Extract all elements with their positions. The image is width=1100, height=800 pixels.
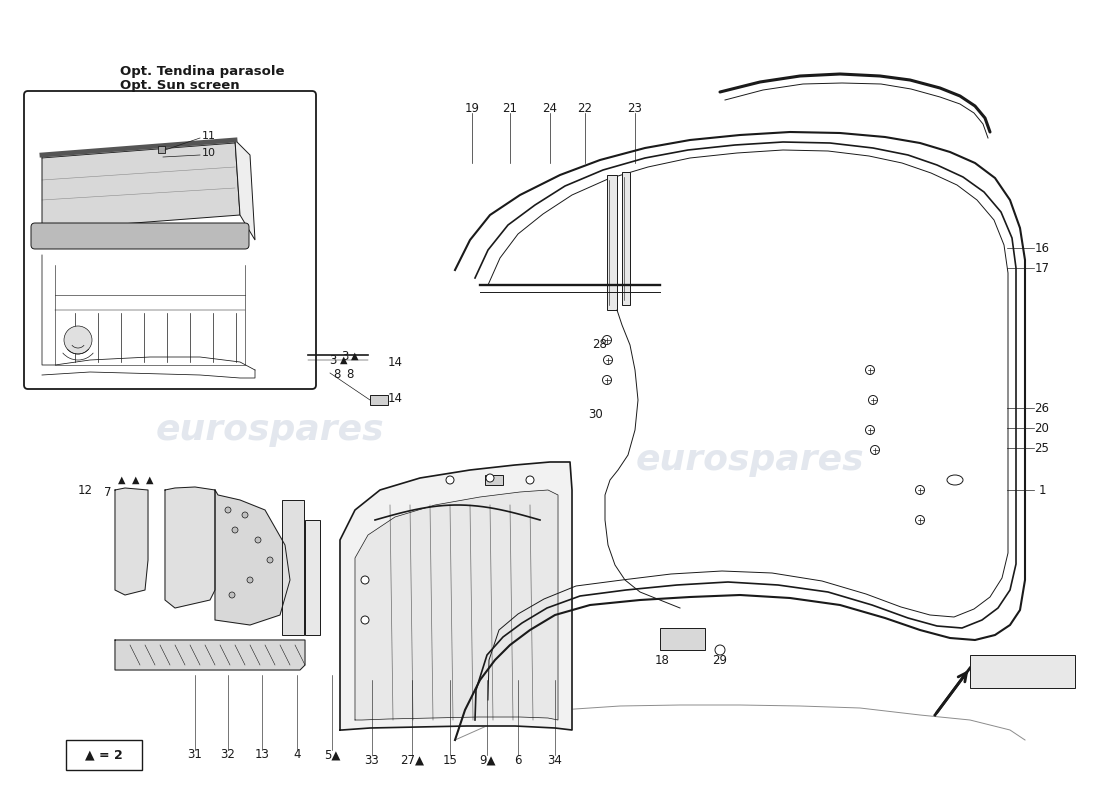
Text: 14: 14: [388, 391, 403, 405]
Text: 8: 8: [346, 369, 354, 382]
Bar: [282, 500, 304, 635]
Bar: [660, 628, 705, 650]
Circle shape: [361, 576, 368, 584]
Bar: [305, 520, 320, 635]
Text: ▲ = 2: ▲ = 2: [85, 749, 123, 762]
Text: 26: 26: [1034, 402, 1049, 414]
Text: ▲: ▲: [119, 475, 125, 485]
Text: eurospares: eurospares: [636, 443, 865, 477]
Text: ▲: ▲: [146, 475, 154, 485]
Text: 14: 14: [388, 355, 403, 369]
Text: 10: 10: [202, 148, 216, 158]
Text: ▲: ▲: [351, 351, 359, 361]
Circle shape: [446, 476, 454, 484]
Circle shape: [715, 645, 725, 655]
Text: ▲: ▲: [340, 355, 348, 365]
Text: 17: 17: [1034, 262, 1049, 274]
Bar: [370, 395, 388, 405]
Text: ▲: ▲: [132, 475, 140, 485]
Text: 18: 18: [654, 654, 670, 666]
Polygon shape: [116, 488, 148, 595]
Text: 6: 6: [515, 754, 521, 766]
Circle shape: [870, 446, 880, 454]
Text: 34: 34: [548, 754, 562, 766]
Text: Opt. Sun screen: Opt. Sun screen: [120, 79, 240, 93]
Polygon shape: [340, 462, 572, 730]
Text: 29: 29: [713, 654, 727, 666]
Polygon shape: [214, 490, 290, 625]
Text: 3: 3: [330, 354, 337, 366]
Circle shape: [603, 335, 612, 345]
FancyBboxPatch shape: [31, 223, 249, 249]
Ellipse shape: [947, 475, 962, 485]
Polygon shape: [116, 640, 305, 670]
Text: 5▲: 5▲: [323, 749, 340, 762]
Circle shape: [526, 476, 534, 484]
Circle shape: [229, 592, 235, 598]
Circle shape: [915, 486, 924, 494]
Circle shape: [64, 326, 92, 354]
Text: 28: 28: [593, 338, 607, 351]
Circle shape: [486, 474, 494, 482]
Text: 24: 24: [542, 102, 558, 114]
Polygon shape: [42, 140, 240, 230]
Text: 33: 33: [364, 754, 380, 766]
FancyBboxPatch shape: [66, 740, 142, 770]
Text: 7: 7: [104, 486, 112, 498]
Circle shape: [226, 507, 231, 513]
Text: 31: 31: [188, 749, 202, 762]
Bar: [158, 146, 165, 153]
Circle shape: [603, 375, 612, 385]
Bar: [607, 175, 617, 310]
Text: eurospares: eurospares: [156, 413, 384, 447]
Text: 9▲: 9▲: [478, 754, 495, 766]
Text: 16: 16: [1034, 242, 1049, 254]
Circle shape: [869, 395, 878, 405]
Text: Opt. Tendina parasole: Opt. Tendina parasole: [120, 66, 285, 78]
Text: 30: 30: [588, 409, 604, 422]
Text: 32: 32: [221, 749, 235, 762]
Circle shape: [267, 557, 273, 563]
Text: 21: 21: [503, 102, 517, 114]
Circle shape: [604, 355, 613, 365]
Text: 8: 8: [333, 367, 341, 381]
Text: 3: 3: [341, 350, 349, 362]
Circle shape: [866, 366, 874, 374]
Circle shape: [361, 616, 368, 624]
Circle shape: [255, 537, 261, 543]
Polygon shape: [355, 490, 558, 720]
Bar: [485, 475, 503, 485]
Circle shape: [915, 515, 924, 525]
FancyBboxPatch shape: [24, 91, 316, 389]
Text: 20: 20: [1035, 422, 1049, 434]
Text: 13: 13: [254, 749, 270, 762]
Circle shape: [248, 577, 253, 583]
Text: 25: 25: [1035, 442, 1049, 454]
Text: 1: 1: [1038, 483, 1046, 497]
Circle shape: [242, 512, 248, 518]
Polygon shape: [970, 655, 1075, 688]
Text: 27▲: 27▲: [400, 754, 424, 766]
Bar: [621, 172, 630, 305]
Text: 22: 22: [578, 102, 593, 114]
Text: 11: 11: [202, 131, 216, 141]
Text: 15: 15: [442, 754, 458, 766]
Text: 19: 19: [464, 102, 480, 114]
Polygon shape: [165, 487, 214, 608]
Polygon shape: [235, 140, 255, 240]
Circle shape: [232, 527, 238, 533]
Text: 23: 23: [628, 102, 642, 114]
Circle shape: [866, 426, 874, 434]
Text: 4: 4: [294, 749, 300, 762]
Text: 12: 12: [77, 483, 92, 497]
